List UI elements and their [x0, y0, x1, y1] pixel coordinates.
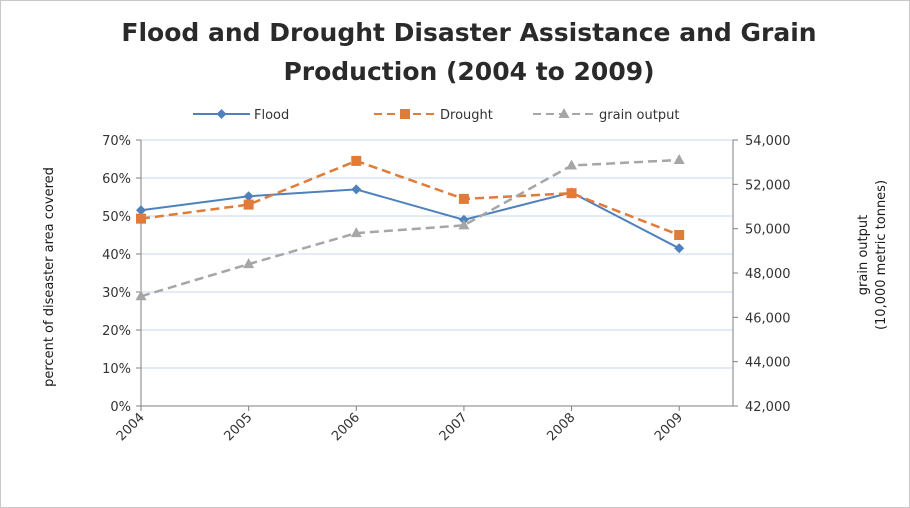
x-tick-label: 2007 [437, 410, 471, 444]
flood-point [351, 184, 362, 195]
grain-output-point [673, 153, 685, 164]
y-tick-label-right: 52,000 [745, 178, 791, 193]
y-tick-label-right: 50,000 [745, 223, 791, 238]
y-tick-label-left: 70% [102, 134, 131, 149]
x-tick-label: 2005 [221, 410, 255, 444]
y-tick-label-left: 30% [102, 286, 131, 301]
y-axis-label-right-line2: (10,000 metric tonnes) [874, 180, 889, 330]
y-axis-label-right-line1: grain output [856, 215, 871, 295]
y-tick-label-left: 0% [110, 400, 131, 415]
grain-output-point [135, 290, 147, 301]
axes [136, 139, 738, 411]
y-tick-label-left: 10% [102, 362, 131, 377]
legend-flood-label: Flood [254, 108, 289, 123]
y-tick-label-right: 44,000 [745, 356, 791, 371]
x-tick-label: 2009 [652, 410, 686, 444]
grain-output-point [350, 227, 362, 238]
drought-point [351, 155, 362, 166]
y-tick-label-left: 20% [102, 324, 131, 339]
grain-output-point [566, 159, 578, 170]
series [135, 153, 685, 301]
legend: Flood Drought grain output [193, 108, 679, 123]
y-tick-label-right: 46,000 [745, 311, 791, 326]
drought-point [566, 188, 577, 199]
legend-grain-output-marker [558, 108, 570, 118]
flood-point [674, 243, 685, 254]
tick-labels: 0% 10% 20% 30% 40% 50% 60% 70% 42,000 44,000 46,00… [102, 134, 790, 444]
legend-grain-output-label: grain output [599, 108, 679, 123]
y-tick-label-right: 48,000 [745, 267, 791, 282]
chart-title-line1: Flood and Drought Disaster Assistance an… [121, 18, 816, 47]
y-tick-label-right: 54,000 [745, 134, 791, 149]
drought-point [136, 213, 146, 224]
chart-title-line2: Production (2004 to 2009) [283, 57, 654, 86]
grain-output-point [458, 219, 470, 230]
legend-flood-marker [216, 109, 227, 119]
x-tick-label: 2004 [114, 410, 148, 444]
drought-point [458, 193, 469, 204]
grid [141, 139, 733, 369]
legend-drought-label: Drought [440, 108, 493, 123]
drought-point [674, 230, 685, 240]
drought-line [140, 159, 680, 237]
flood-point [136, 205, 146, 216]
drought-point [243, 199, 254, 210]
y-tick-label-left: 60% [102, 172, 131, 187]
y-axis-label-left: percent of diseaster area covered [42, 167, 57, 387]
y-tick-label-right: 42,000 [745, 400, 791, 415]
legend-drought-marker [400, 109, 410, 119]
x-tick-label: 2006 [329, 410, 363, 444]
y-tick-label-left: 50% [102, 210, 131, 225]
grain-output-point [243, 258, 255, 269]
flood-line [140, 188, 680, 250]
y-tick-label-left: 40% [102, 248, 131, 263]
flood-point [243, 191, 254, 202]
x-tick-label: 2008 [544, 410, 578, 444]
